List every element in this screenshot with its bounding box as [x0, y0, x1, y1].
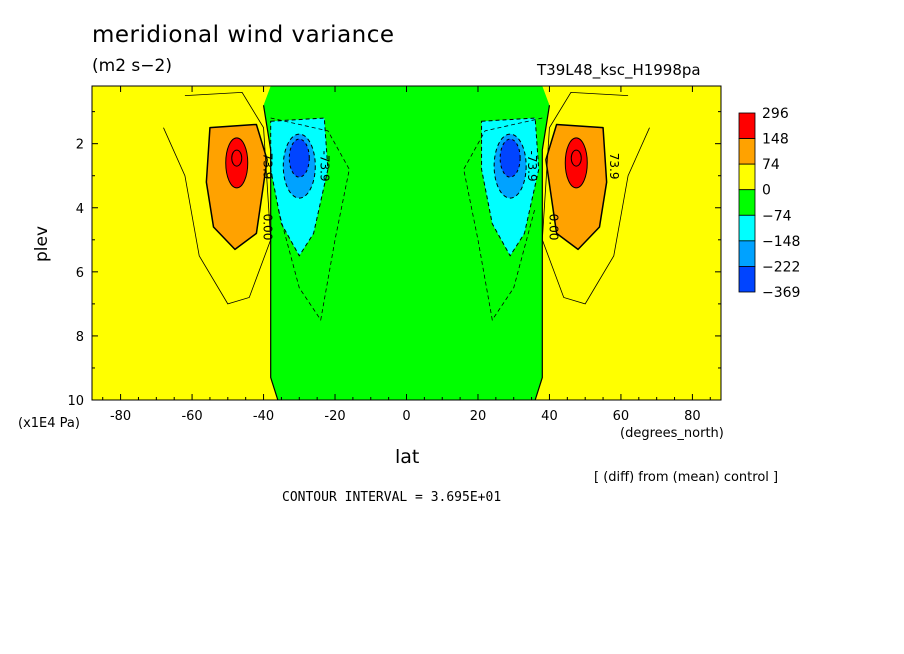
chart-units: (m2 s−2): [92, 56, 172, 76]
contour-minus-222: [288, 138, 310, 178]
contour-148: [564, 137, 588, 189]
y-tick-label: 10: [67, 394, 84, 409]
x-axis-label: lat: [395, 446, 420, 468]
contour-label: 73.9: [261, 153, 275, 180]
contour-0-line: [163, 91, 272, 305]
contour-zero-line: [262, 105, 279, 400]
x-tick-label: -80: [110, 409, 131, 424]
contour-interval: CONTOUR INTERVAL = 3.695E+01: [282, 490, 502, 505]
contour-label: 0.00: [546, 214, 560, 241]
x-tick-label: -60: [181, 409, 202, 424]
positive-maximum: [545, 123, 608, 251]
y-tick-label: 2: [76, 138, 84, 153]
contour-222: [231, 149, 243, 167]
x-axis-unit: (degrees_north): [620, 426, 724, 441]
contour-label: 73.9: [607, 153, 621, 180]
contour-zero-line: [534, 105, 551, 400]
negative-region: [263, 86, 550, 400]
x-tick-label: 80: [684, 409, 701, 424]
x-tick-label: -20: [324, 409, 345, 424]
legend-level: −369: [762, 285, 800, 301]
contour-222: [570, 149, 582, 167]
contour-0-line: [541, 91, 650, 305]
legend-level: 148: [762, 132, 789, 148]
x-tick-label: -40: [253, 409, 274, 424]
x-tick-label: 40: [541, 409, 558, 424]
contour-label: 0.00: [261, 214, 275, 241]
y-tick-label: 4: [76, 202, 84, 217]
legend-swatch: [738, 112, 756, 139]
x-tick-label: 20: [470, 409, 487, 424]
contour-minus-line: [270, 117, 350, 321]
y-axis-unit: (x1E4 Pa): [18, 416, 80, 431]
legend-level: 296: [762, 106, 789, 122]
contour-label: -73.9: [525, 151, 539, 182]
legend-swatch: [738, 214, 756, 242]
run-name: T39L48_ksc_H1998pa: [537, 61, 701, 79]
contour-minus-line: [463, 117, 543, 321]
x-tick-label: 60: [613, 409, 630, 424]
legend-swatch: [738, 240, 756, 267]
chart-title: meridional wind variance: [92, 22, 395, 48]
contour-label: -73.9: [318, 151, 332, 182]
contour-minus-222: [499, 138, 521, 178]
negative-minimum: [270, 117, 329, 257]
legend-swatch: [738, 138, 756, 165]
legend-level: −74: [762, 208, 792, 224]
legend-swatch: [738, 266, 756, 293]
legend-swatch: [738, 189, 756, 216]
positive-maximum: [205, 123, 268, 251]
y-tick-label: 8: [76, 330, 84, 345]
legend-level: −148: [762, 234, 800, 250]
legend-level: −222: [762, 259, 800, 275]
legend-level: 0: [762, 183, 771, 199]
diff-note: [ (diff) from (mean) control ]: [594, 470, 779, 485]
contour-148: [225, 137, 249, 189]
negative-minimum: [481, 117, 540, 257]
x-tick-label: 0: [402, 409, 410, 424]
legend-swatch: [738, 163, 756, 191]
y-tick-label: 6: [76, 266, 84, 281]
legend-level: 74: [762, 157, 780, 173]
